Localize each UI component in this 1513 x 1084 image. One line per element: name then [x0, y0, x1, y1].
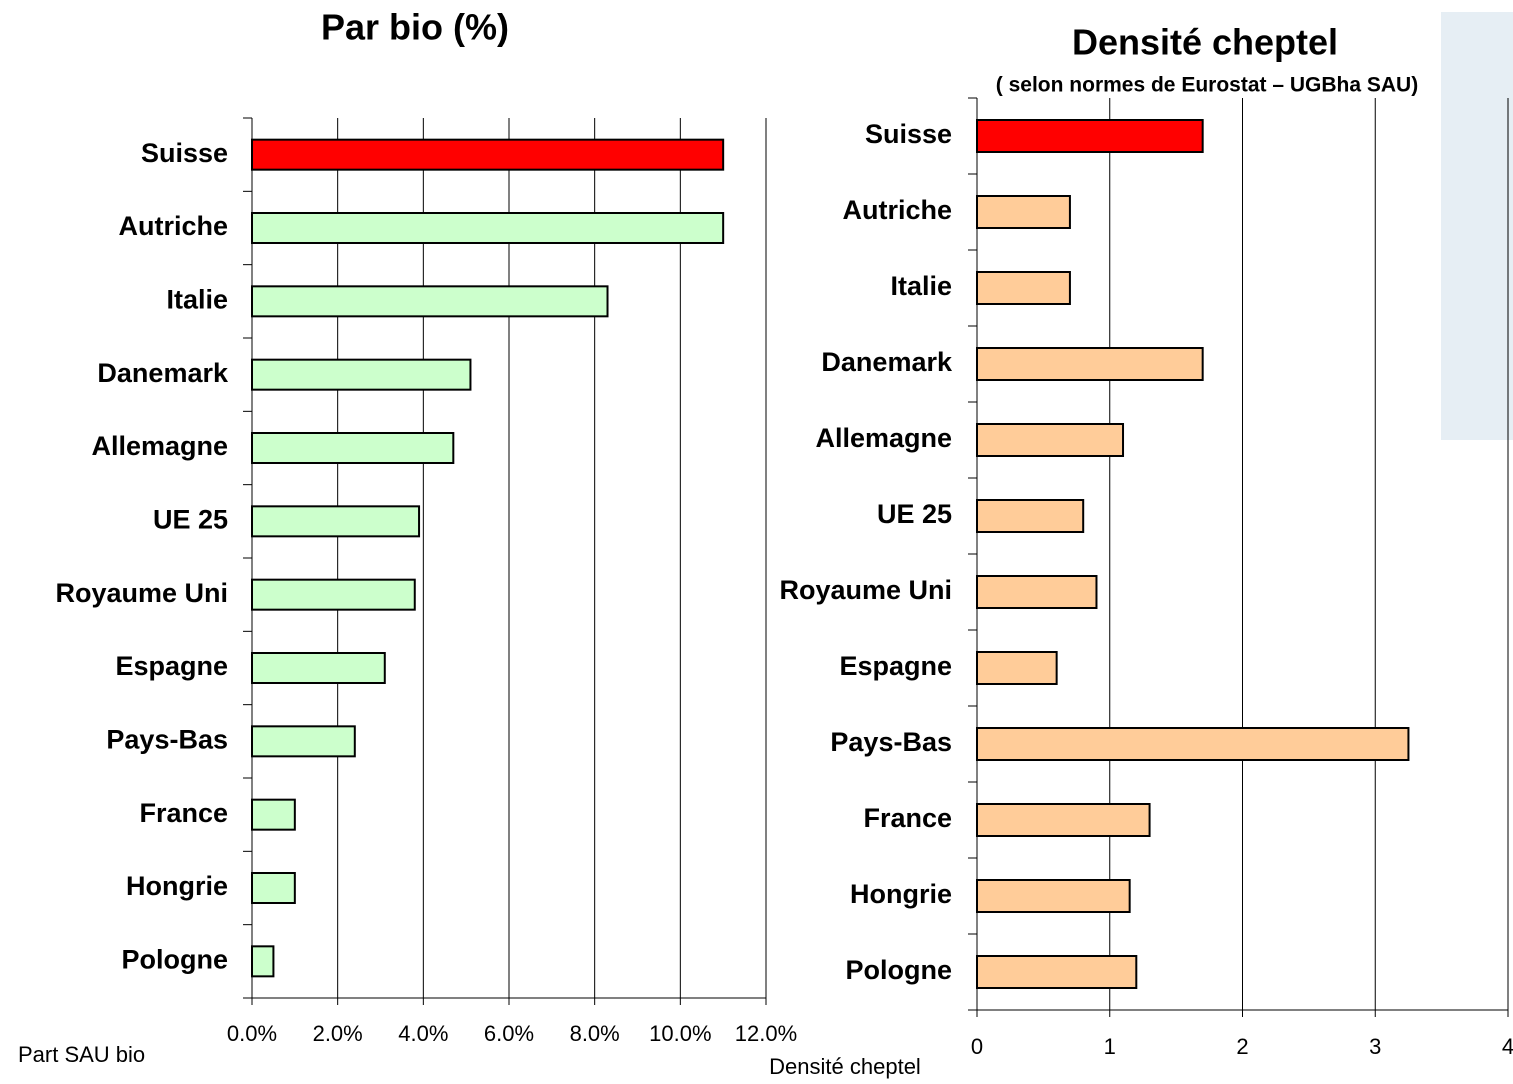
x-tick-label: 0.0% [227, 1021, 277, 1046]
y-tick-label: Espagne [115, 651, 228, 681]
y-tick-label: Royaume Uni [55, 578, 228, 608]
x-tick-label: 2 [1236, 1034, 1248, 1059]
y-tick-label: Autriche [842, 195, 952, 225]
chart-title: Densité cheptel [1072, 22, 1338, 63]
x-tick-label: 10.0% [649, 1021, 711, 1046]
y-tick-label: Italie [166, 284, 228, 314]
y-tick-label: Pays-Bas [106, 724, 228, 754]
chart-subtitle: ( selon normes de Eurostat – UGBha SAU) [996, 74, 1418, 97]
bar [976, 727, 1410, 761]
bar [251, 138, 725, 171]
y-tick-label: France [139, 798, 228, 828]
y-tick-label: Suisse [865, 119, 952, 149]
bar [251, 212, 725, 244]
y-tick-label: Italie [890, 271, 952, 301]
y-tick-label: Suisse [141, 138, 228, 168]
bar [976, 499, 1085, 533]
y-tick-label: UE 25 [153, 504, 228, 534]
chart-title: Par bio (%) [321, 7, 509, 48]
y-tick-label: France [863, 803, 952, 833]
y-tick-label: Espagne [839, 651, 952, 681]
x-axis-label: Densité cheptel [769, 1054, 921, 1079]
x-axis-label: Part SAU bio [18, 1042, 145, 1067]
bar [976, 879, 1131, 913]
bar [251, 798, 296, 831]
x-tick-label: 0 [971, 1034, 983, 1059]
y-tick-label: Autriche [118, 211, 228, 241]
bar [976, 423, 1125, 457]
y-tick-label: Pologne [122, 944, 229, 974]
y-tick-label: Pologne [846, 955, 953, 985]
y-tick-label: UE 25 [877, 499, 952, 529]
bar [976, 651, 1058, 685]
x-tick-label: 12.0% [735, 1021, 797, 1046]
bar [976, 347, 1204, 381]
y-tick-label: Danemark [821, 347, 953, 377]
bar [251, 358, 472, 391]
x-tick-label: 1 [1104, 1034, 1116, 1059]
y-tick-label: Danemark [97, 358, 229, 388]
bar [976, 119, 1204, 153]
y-tick-label: Allemagne [815, 423, 952, 453]
y-tick-label: Hongrie [126, 871, 228, 901]
bar [976, 575, 1098, 609]
bar [251, 285, 609, 318]
y-tick-label: Hongrie [850, 879, 952, 909]
y-tick-label: Royaume Uni [779, 575, 952, 605]
bar [251, 725, 356, 758]
x-tick-label: 6.0% [484, 1021, 534, 1046]
bar [251, 432, 455, 464]
bar [251, 578, 416, 611]
bar [251, 945, 275, 978]
y-tick-label: Allemagne [91, 431, 228, 461]
x-tick-label: 4.0% [398, 1021, 448, 1046]
x-tick-label: 3 [1369, 1034, 1381, 1059]
y-tick-label: Pays-Bas [830, 727, 952, 757]
x-tick-label: 4 [1502, 1034, 1513, 1059]
x-tick-label: 8.0% [570, 1021, 620, 1046]
bar [251, 505, 421, 538]
map-fragment [1441, 12, 1513, 440]
bar [251, 872, 296, 904]
bar [251, 652, 386, 684]
bar [976, 195, 1071, 229]
bar [976, 271, 1071, 305]
bar [976, 803, 1151, 837]
bar [976, 955, 1138, 989]
x-tick-label: 2.0% [313, 1021, 363, 1046]
